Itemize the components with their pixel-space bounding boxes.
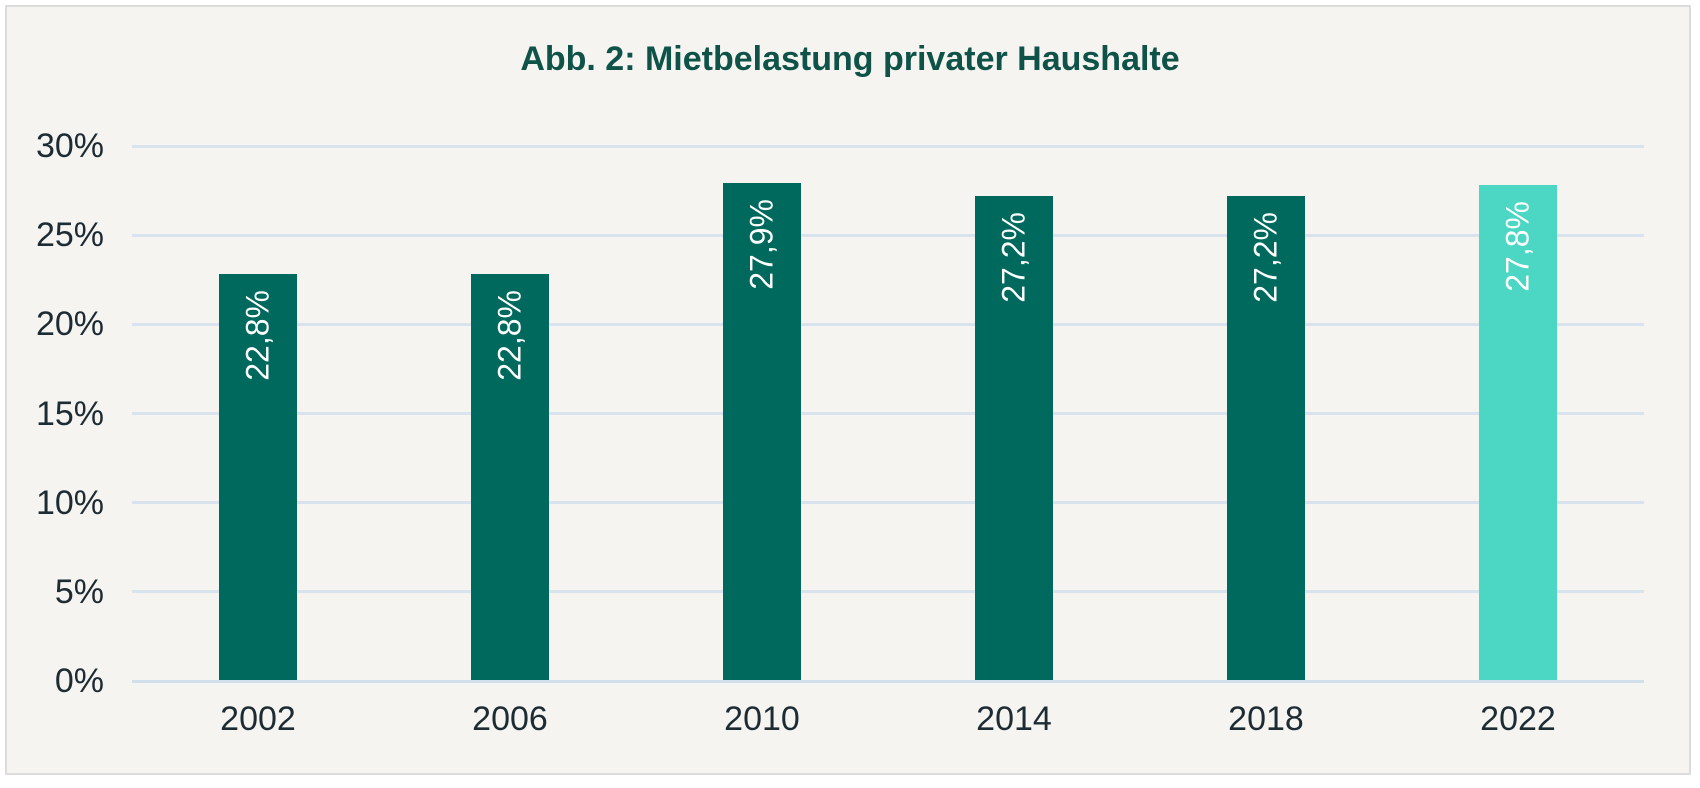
gridline [132, 501, 1644, 505]
x-tick-label: 2010 [724, 700, 800, 738]
y-tick-label: 5% [54, 572, 104, 611]
gridline [132, 412, 1644, 415]
x-axis: 2002 2006 2010 2014 2018 2022 [132, 700, 1644, 750]
y-axis: 30% 25% 20% 15% 10% 5% 0% [0, 0, 104, 788]
x-tick-label: 2018 [1228, 700, 1304, 738]
y-tick-label: 30% [35, 127, 104, 165]
bar-value-label: 27,8% [1499, 201, 1536, 292]
bar: 27,2% [975, 195, 1053, 681]
x-tick-label: 2014 [976, 700, 1052, 738]
gridline [132, 322, 1644, 326]
chart-title: Abb. 2: Mietbelastung privater Haushalte [520, 40, 1180, 78]
bar: 27,8% [1479, 185, 1557, 681]
gridline [132, 233, 1644, 237]
bar: 27,9% [723, 183, 801, 681]
x-tick-label: 2022 [1480, 700, 1556, 738]
bar: 22,8% [219, 274, 297, 681]
y-tick-label: 15% [35, 394, 104, 433]
bar-value-label: 27,2% [1247, 211, 1284, 303]
bar-value-label: 27,9% [743, 199, 780, 291]
y-tick-label: 10% [35, 483, 104, 522]
bar-value-label: 22,8% [491, 290, 528, 382]
bar: 27,2% [1227, 195, 1305, 681]
bar-value-label: 27,2% [995, 211, 1032, 303]
bar-value-label: 22,8% [239, 290, 276, 382]
x-tick-label: 2002 [220, 700, 296, 738]
gridline [132, 590, 1644, 594]
y-tick-label: 0% [54, 662, 104, 700]
y-tick-label: 20% [35, 305, 104, 344]
x-tick-label: 2006 [472, 700, 548, 738]
bar: 22,8% [471, 274, 549, 681]
x-axis-baseline [132, 679, 1644, 683]
plot-area: 22,8% 22,8% 27,9% 27,2% 27,2% 27,8% [132, 144, 1644, 683]
y-tick-label: 25% [35, 216, 104, 255]
gridline [132, 144, 1644, 148]
